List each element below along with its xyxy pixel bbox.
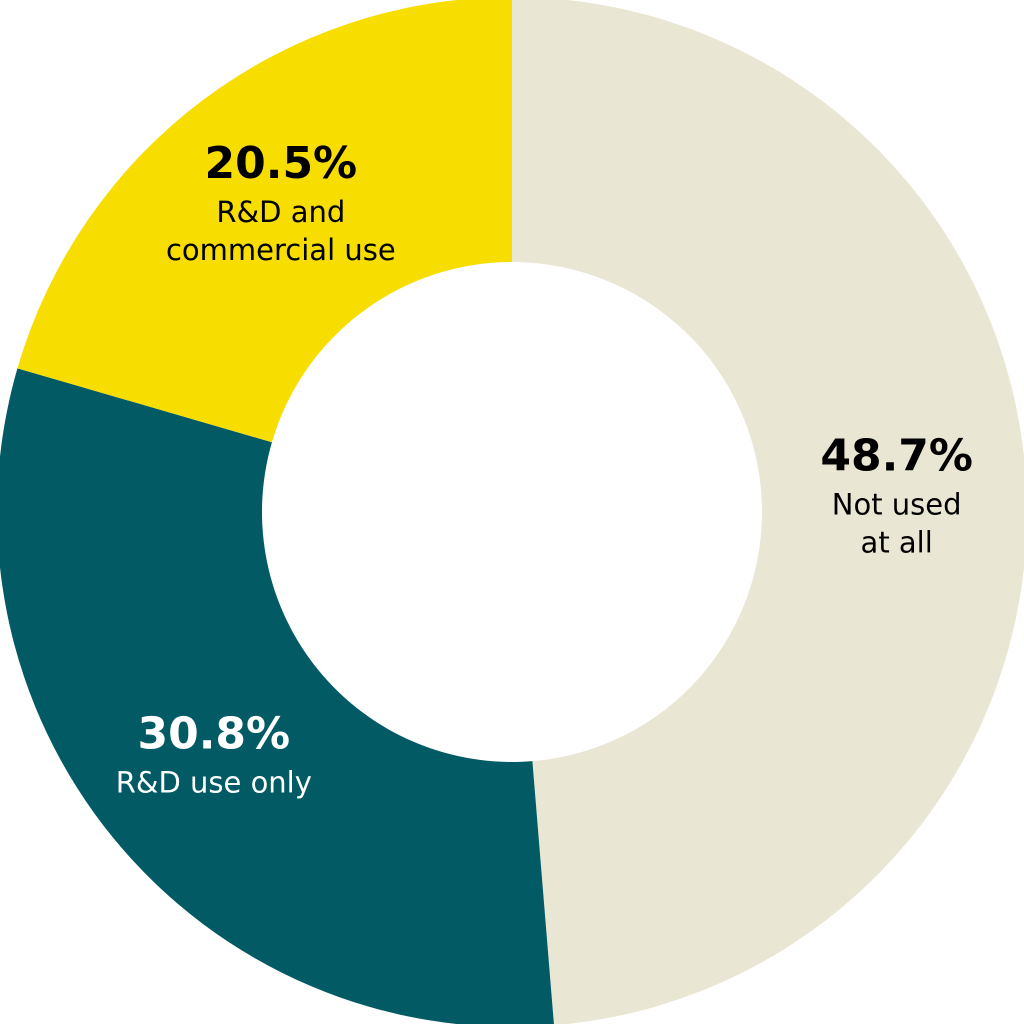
percent-label-rd-commercial: 20.5%	[205, 138, 358, 189]
slice-not-used	[512, 0, 1024, 1024]
category-label-not-used-line-0: Not used	[832, 487, 962, 521]
percent-label-not-used: 48.7%	[820, 430, 973, 481]
category-label-not-used-line-1: at all	[861, 525, 933, 559]
slice-rd-commercial	[17, 0, 512, 443]
category-label-rd-only-line-0: R&D use only	[116, 766, 312, 800]
slice-rd-only	[0, 368, 554, 1024]
category-label-rd-commercial-line-1: commercial use	[166, 233, 396, 267]
percent-label-rd-only: 30.8%	[137, 709, 290, 760]
category-label-rd-commercial-line-0: R&D and	[216, 195, 345, 229]
